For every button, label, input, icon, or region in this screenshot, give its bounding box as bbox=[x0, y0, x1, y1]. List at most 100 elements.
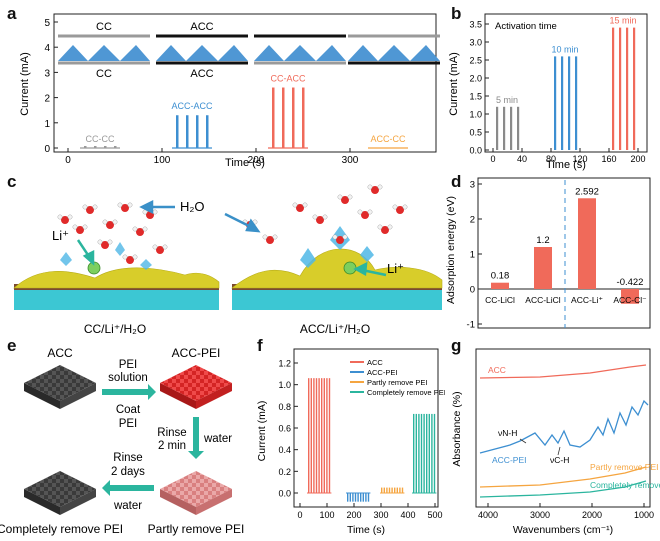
current-spike bbox=[396, 487, 398, 493]
current-spike bbox=[503, 106, 506, 150]
current-spike bbox=[431, 413, 433, 493]
y-tick-label: 2.5 bbox=[469, 56, 482, 66]
energy-bar bbox=[534, 247, 552, 289]
group-label: 15 min bbox=[609, 16, 636, 26]
arrow-icon bbox=[188, 417, 204, 459]
curve-label: ACC-PEI bbox=[492, 455, 526, 465]
x-tick-label: 100 bbox=[154, 155, 171, 166]
y-tick-label: 1.2 bbox=[278, 359, 291, 369]
group-label: ACC-ACC bbox=[171, 101, 213, 111]
hydrogen-atom bbox=[132, 226, 138, 232]
legend-label: ACC-PEI bbox=[367, 368, 397, 377]
current-spike bbox=[352, 493, 354, 502]
y-tick-label: 0.2 bbox=[278, 467, 291, 477]
current-spike bbox=[360, 493, 362, 502]
y-tick-label: 2 bbox=[470, 215, 475, 226]
value-label: 0.18 bbox=[491, 271, 510, 282]
y-tick-label: 3 bbox=[44, 68, 50, 79]
current-spike bbox=[394, 487, 396, 493]
li-label-right: Li⁺ bbox=[387, 261, 404, 276]
y-tick-label: 3.0 bbox=[469, 38, 482, 48]
current-spike bbox=[402, 148, 405, 149]
legend-label: Completely remove PEI bbox=[367, 388, 445, 397]
partly-label: Partly remove PEI bbox=[148, 522, 245, 536]
y-tick-label: 1.0 bbox=[469, 110, 482, 120]
y-tick-label: -1 bbox=[467, 320, 475, 331]
x-tick-label: 0 bbox=[297, 510, 302, 520]
panel-letter-f: f bbox=[257, 336, 263, 355]
hydrogen-atom bbox=[82, 224, 88, 230]
hydrogen-atom bbox=[107, 239, 113, 245]
y-axis-label: Current (mA) bbox=[256, 401, 268, 462]
li-label-left: Li⁺ bbox=[52, 228, 69, 243]
y-tick-label: 1 bbox=[44, 119, 50, 130]
hydrogen-atom bbox=[82, 204, 88, 210]
current-spike bbox=[418, 413, 420, 493]
hydrogen-atom bbox=[377, 224, 383, 230]
ftir-curve bbox=[479, 466, 647, 488]
current-spike bbox=[318, 378, 320, 493]
x-tick-label: 0 bbox=[65, 155, 71, 166]
current-spike bbox=[391, 487, 393, 493]
hydrogen-atom bbox=[367, 184, 373, 190]
step3-bottom: water bbox=[113, 500, 142, 512]
oxygen-atom bbox=[121, 204, 129, 212]
current-spike bbox=[365, 493, 367, 502]
current-spike bbox=[313, 378, 315, 493]
current-spike bbox=[302, 87, 305, 148]
current-spike bbox=[357, 493, 359, 502]
arrow-icon bbox=[139, 199, 261, 233]
current-spike bbox=[388, 487, 391, 493]
panel-letter-e: e bbox=[7, 336, 17, 355]
oxygen-atom bbox=[381, 226, 389, 234]
hydrogen-atom bbox=[162, 244, 168, 250]
y-tick-label: 1.5 bbox=[469, 92, 482, 102]
group-label: 10 min bbox=[551, 44, 578, 54]
x-axis-label: Time (s) bbox=[546, 159, 586, 171]
hydrogen-atom bbox=[392, 204, 398, 210]
current-spike bbox=[433, 413, 436, 493]
panel-e-schematic: ACC ACC-PEI PEI solution Coat PEI Rinse … bbox=[0, 346, 245, 536]
oxygen-atom bbox=[136, 228, 144, 236]
complete-label: Completely remove PEI bbox=[0, 522, 123, 536]
legend-label: Partly remove PEI bbox=[367, 378, 427, 387]
hydrogen-atom bbox=[377, 184, 383, 190]
current-spike bbox=[349, 493, 351, 502]
annotation-pointer bbox=[557, 446, 561, 456]
panel-letter-g: g bbox=[451, 336, 462, 355]
y-tick-label: 0.0 bbox=[278, 489, 291, 499]
current-spike bbox=[272, 87, 275, 148]
x-tick-label: 500 bbox=[427, 510, 442, 520]
acc-label: ACC bbox=[47, 346, 73, 360]
y-tick-label: 0.4 bbox=[278, 445, 291, 455]
x-axis-label: Time (s) bbox=[225, 157, 265, 169]
hydrogen-atom bbox=[332, 234, 338, 240]
y-axis-label: Current (mA) bbox=[448, 52, 460, 116]
h2o-label: H₂O bbox=[180, 199, 205, 214]
x-tick-label: 300 bbox=[342, 155, 359, 166]
bottom-label: ACC bbox=[190, 68, 213, 80]
current-spike bbox=[401, 487, 404, 493]
acc-substrate-illustration bbox=[231, 226, 443, 310]
curve-label: ACC bbox=[488, 365, 506, 375]
annotation-nh: νN-H bbox=[498, 428, 517, 438]
ftir-curve bbox=[479, 399, 649, 454]
current-spike bbox=[496, 106, 499, 150]
current-spike bbox=[561, 56, 564, 150]
x-tick-label: 3000 bbox=[530, 510, 550, 520]
x-tick-label: 4000 bbox=[478, 510, 498, 520]
x-tick-label: 1000 bbox=[634, 510, 654, 520]
current-spike bbox=[413, 413, 415, 493]
current-spike bbox=[392, 148, 395, 149]
current-spike bbox=[308, 378, 310, 493]
hydrogen-atom bbox=[112, 219, 118, 225]
ftir-curve bbox=[479, 480, 647, 498]
x-tick-label: 200 bbox=[346, 510, 361, 520]
current-spike bbox=[568, 56, 571, 150]
current-spike bbox=[517, 106, 520, 150]
current-spike bbox=[428, 413, 430, 493]
hydrogen-atom bbox=[132, 254, 138, 260]
y-tick-label: 1 bbox=[470, 250, 475, 261]
current-spike bbox=[386, 487, 388, 493]
